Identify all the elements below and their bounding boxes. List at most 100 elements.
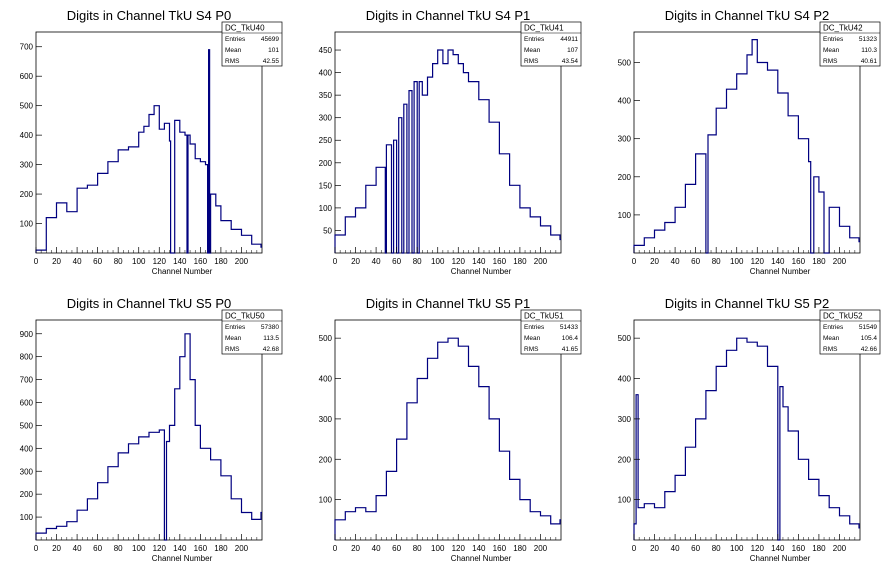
y-tick-label: 100 [319,204,333,213]
stats-box: DC_TkU50 Entries 57380 Mean 113.5 RMS 42.68 [221,309,283,355]
stats-value: 42.68 [263,346,280,353]
stats-box-name: DC_TkU51 [524,312,564,321]
y-tick-label: 300 [20,467,34,476]
x-tick-label: 80 [712,257,721,266]
stats-value: 45699 [261,36,279,43]
stats-box-name: DC_TkU40 [225,24,265,33]
y-tick-label: 100 [618,496,632,505]
stats-box-frame [520,309,582,355]
y-tick-label: 800 [20,353,34,362]
x-tick-label: 20 [52,544,61,553]
stats-label: RMS [823,58,838,65]
x-tick-label: 20 [52,257,61,266]
x-tick-label: 140 [771,257,785,266]
x-tick-label: 120 [751,257,765,266]
stats-box: DC_TkU41 Entries 44911 Mean 107 RMS 43.54 [520,21,582,67]
y-tick-label: 300 [319,415,333,424]
x-tick-label: 180 [513,257,527,266]
stats-label: Entries [823,324,844,331]
stats-value: 41.65 [562,346,579,353]
x-tick-label: 200 [235,257,249,266]
stats-value: 51433 [560,324,578,331]
x-tick-label: 180 [812,257,826,266]
x-tick-label: 40 [671,544,680,553]
chart-title: Digits in Channel TkU S4 P0 [67,8,232,23]
y-tick-label: 100 [20,220,34,229]
x-tick-label: 120 [153,544,167,553]
y-tick-label: 450 [319,46,333,55]
x-tick-label: 160 [792,257,806,266]
chart-panel: Digits in Channel TkU S5 P0 0 20 40 60 80 100 1… [20,296,283,563]
x-tick-label: 100 [431,257,445,266]
y-tick-label: 200 [319,455,333,464]
y-tick-label: 300 [319,114,333,123]
y-tick-label: 400 [618,375,632,384]
stats-box: DC_TkU42 Entries 51323 Mean 110.3 RMS 40.61 [819,21,881,67]
stats-box-frame [221,21,283,67]
chart-title: Digits in Channel TkU S5 P0 [67,296,232,311]
y-tick-label: 400 [618,97,632,106]
stats-box-name: DC_TkU42 [823,24,863,33]
x-tick-label: 140 [472,544,486,553]
x-tick-label: 40 [372,257,381,266]
y-tick-label: 300 [618,135,632,144]
y-tick-label: 200 [20,190,34,199]
stats-value: 110.3 [861,47,877,54]
y-tick-label: 700 [20,43,34,52]
chart-panel: Digits in Channel TkU S4 P2 0 20 40 60 80 100 1… [618,8,881,276]
x-tick-label: 40 [73,544,82,553]
x-tick-label: 80 [413,257,422,266]
stats-label: RMS [524,346,539,353]
y-tick-label: 400 [319,69,333,78]
y-tick-label: 900 [20,330,34,339]
stats-label: Mean [225,335,242,342]
y-tick-label: 500 [20,421,34,430]
stats-value: 113.5 [263,335,279,342]
x-tick-label: 160 [493,257,507,266]
y-tick-label: 500 [319,334,333,343]
stats-value: 51549 [859,324,877,331]
stats-box-frame [221,309,283,355]
y-tick-label: 50 [323,226,332,235]
chart-panel: Digits in Channel TkU S5 P2 0 20 40 60 80 100 1… [618,296,881,563]
x-tick-label: 60 [392,544,401,553]
x-tick-label: 140 [771,544,785,553]
stats-value: 44911 [560,36,578,43]
y-tick-label: 500 [618,334,632,343]
chart-title: Digits in Channel TkU S4 P2 [665,8,830,23]
x-tick-label: 120 [452,544,466,553]
x-tick-label: 180 [513,544,527,553]
y-tick-label: 500 [20,102,34,111]
y-tick-label: 200 [618,455,632,464]
x-tick-label: 80 [712,544,721,553]
stats-label: RMS [225,58,240,65]
data-series-line [633,337,860,541]
stats-box-name: DC_TkU50 [225,312,265,321]
x-tick-label: 160 [792,544,806,553]
x-tick-label: 0 [34,544,39,553]
y-tick-label: 600 [20,72,34,81]
stats-value: 40.61 [861,58,878,65]
stats-label: Entries [225,324,246,331]
stats-box-frame [819,21,881,67]
x-tick-label: 160 [493,544,507,553]
x-tick-label: 20 [650,544,659,553]
x-tick-label: 180 [812,544,826,553]
x-tick-label: 140 [173,544,187,553]
y-tick-label: 400 [20,131,34,140]
x-tick-label: 60 [392,257,401,266]
x-tick-label: 140 [472,257,486,266]
x-tick-label: 100 [132,544,146,553]
x-tick-label: 20 [351,544,360,553]
x-tick-label: 100 [132,257,146,266]
chart-panel: Digits in Channel TkU S5 P1 0 20 40 60 80 100 1… [319,296,582,563]
x-axis-label: Channel Number [451,267,512,276]
data-series-line [633,39,860,254]
stats-value: 42.66 [861,346,878,353]
x-axis-label: Channel Number [750,554,811,563]
stats-value: 51323 [859,36,877,43]
x-tick-label: 20 [351,257,360,266]
chart-panel: Digits in Channel TkU S4 P1 0 20 40 60 80 100 1… [319,8,582,276]
stats-label: Entries [524,36,545,43]
stats-value: 43.54 [562,58,579,65]
